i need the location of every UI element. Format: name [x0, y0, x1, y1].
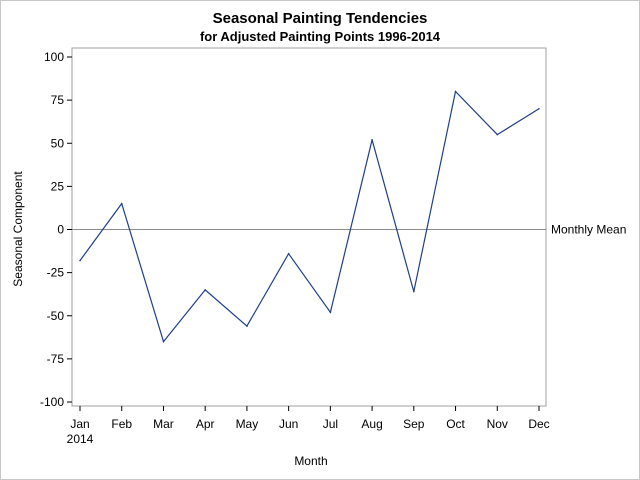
y-tick-label: -50: [47, 309, 65, 323]
data-point: [162, 340, 165, 343]
y-tick-label: 75: [51, 93, 65, 107]
series-group: [79, 90, 540, 343]
x-tick-label: Mar: [153, 417, 174, 431]
chart-title: Seasonal Painting Tendencies: [212, 10, 428, 27]
reference-line-label: Monthly Mean: [551, 223, 626, 237]
plot-area: [71, 47, 547, 407]
data-point: [454, 90, 457, 93]
x-axis-label: Month: [294, 454, 327, 468]
x-tick-label: Oct: [446, 417, 465, 431]
x-tick-label: Feb: [111, 417, 132, 431]
x-axis: Jan Feb Mar Apr May Jun Jul Aug Sep Oct Nov Dec 2014: [67, 406, 550, 446]
x-tick-label: Nov: [487, 417, 508, 431]
data-point: [120, 202, 123, 205]
data-point: [329, 311, 332, 314]
data-point: [204, 289, 206, 291]
data-point: [413, 290, 415, 293]
data-point: [496, 133, 499, 136]
x-tick-label: Jul: [323, 417, 338, 431]
y-tick-label: 50: [51, 136, 65, 150]
y-axis-label: Seasonal Component: [11, 171, 25, 287]
y-tick-label: 100: [44, 50, 64, 64]
data-point: [79, 259, 81, 262]
data-point: [371, 139, 373, 141]
x-tick-label: Jan: [70, 417, 89, 431]
reference-line-group: Monthly Mean: [72, 223, 626, 237]
y-tick-label: -25: [47, 266, 65, 280]
y-tick-label: 25: [51, 179, 65, 193]
x-tick-label: Apr: [196, 417, 215, 431]
x-tick-label: Dec: [528, 417, 549, 431]
x-tick-label: May: [236, 417, 259, 431]
x-tick-label: Jun: [279, 417, 298, 431]
data-point: [246, 325, 248, 327]
data-point: [287, 252, 290, 255]
y-axis: 100 75 50 25 0 -25 -50 -75 -100: [40, 50, 72, 409]
y-tick-label: 0: [57, 223, 64, 237]
chart-subtitle: for Adjusted Painting Points 1996-2014: [199, 29, 441, 44]
y-tick-label: -75: [47, 352, 65, 366]
x-tick-label: Aug: [361, 417, 382, 431]
y-tick-label: -100: [40, 395, 64, 409]
x-tick-sublabel: 2014: [67, 432, 94, 446]
series-line: [79, 90, 540, 343]
data-point: [538, 107, 540, 110]
x-tick-label: Sep: [403, 417, 425, 431]
